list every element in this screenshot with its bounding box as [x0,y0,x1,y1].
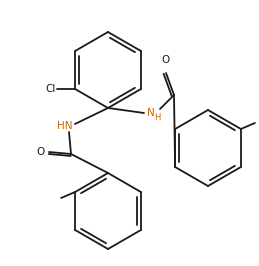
Text: N: N [147,108,155,118]
Text: O: O [37,147,45,157]
Text: H: H [154,113,160,122]
Text: O: O [162,55,170,65]
Text: HN: HN [56,121,72,131]
Text: Cl: Cl [46,84,56,94]
